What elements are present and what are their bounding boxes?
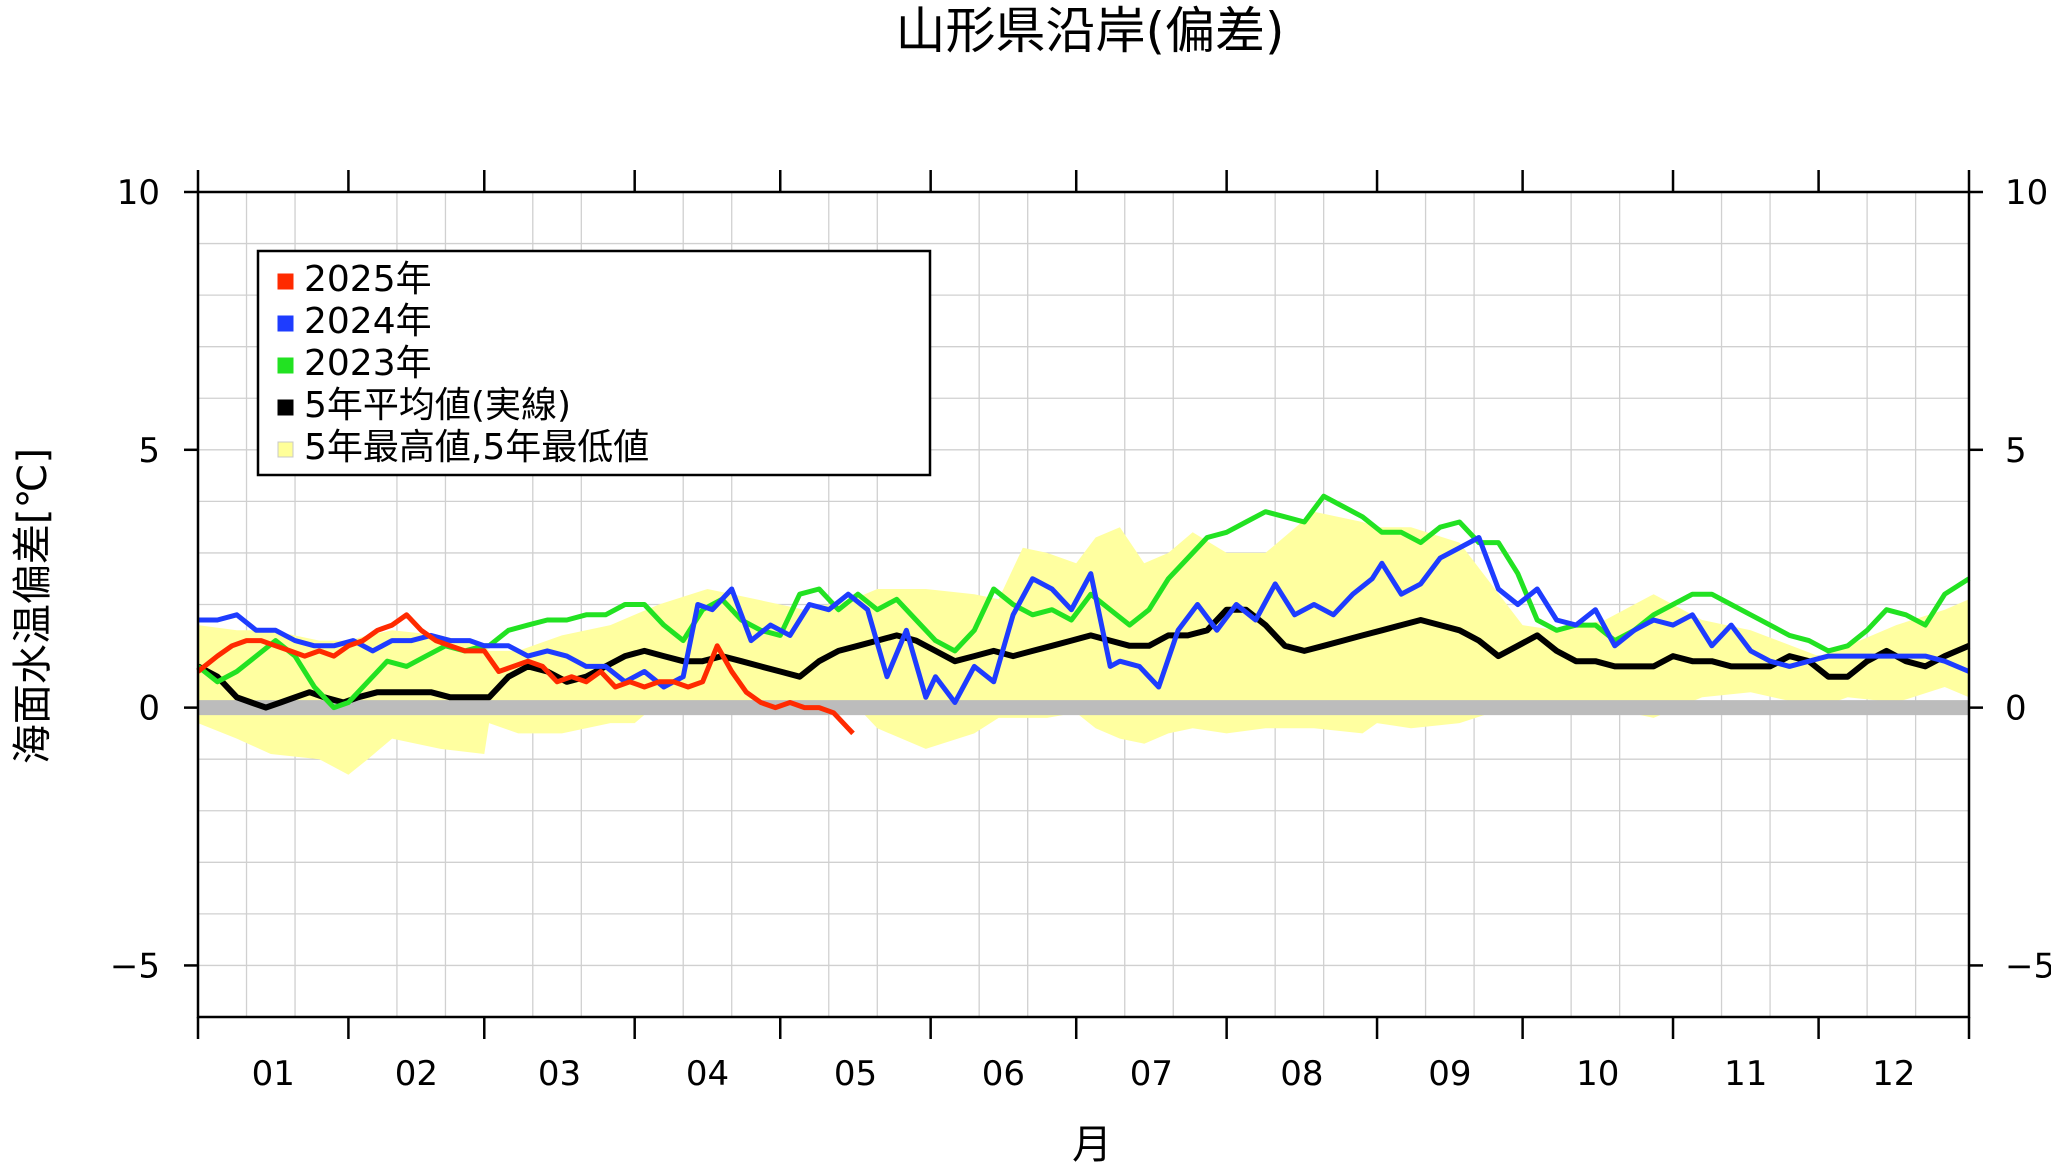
x-tick-label: 08 xyxy=(1280,1054,1323,1094)
y-tick-label-right: 0 xyxy=(2005,689,2027,729)
y-tick-label-right: −5 xyxy=(2005,946,2051,986)
legend-swatch xyxy=(277,357,294,374)
x-tick-label: 11 xyxy=(1724,1054,1767,1094)
x-tick-label: 04 xyxy=(686,1054,729,1094)
y-axis-label: 海面水温偏差[℃] xyxy=(10,448,56,764)
x-tick-label: 06 xyxy=(982,1054,1025,1094)
x-tick-label: 09 xyxy=(1428,1054,1471,1094)
chart-title: 山形県沿岸(偏差) xyxy=(895,2,1284,60)
x-tick-label: 03 xyxy=(538,1054,581,1094)
x-tick-label: 02 xyxy=(395,1054,438,1094)
legend-label: 5年最高値,5年最低値 xyxy=(304,427,649,468)
x-tick-label: 01 xyxy=(252,1054,295,1094)
x-tick-label: 10 xyxy=(1576,1054,1619,1094)
legend-label: 5年平均値(実線) xyxy=(304,385,571,426)
y-tick-label-right: 5 xyxy=(2005,431,2027,471)
legend-swatch xyxy=(277,315,294,332)
legend-label: 2024年 xyxy=(304,301,432,342)
legend-swatch xyxy=(277,399,294,416)
y-tick-label-left: 10 xyxy=(117,173,160,213)
legend-label: 2023年 xyxy=(304,343,432,384)
legend-swatch xyxy=(277,273,294,290)
y-tick-label-right: 10 xyxy=(2005,173,2048,213)
y-tick-label-left: 5 xyxy=(138,431,160,471)
legend-swatch xyxy=(277,441,294,458)
x-tick-label: 12 xyxy=(1872,1054,1915,1094)
y-tick-label-left: −5 xyxy=(110,946,160,986)
plot-frame xyxy=(196,190,1971,1019)
band-5yr-max-min xyxy=(198,511,1969,775)
series-line-2024年 xyxy=(198,535,1970,705)
legend-box xyxy=(256,249,932,477)
series-line-2025年 xyxy=(196,612,855,736)
x-tick-label: 05 xyxy=(834,1054,877,1094)
y-tick-label-left: 0 xyxy=(138,689,160,729)
x-tick-label: 07 xyxy=(1130,1054,1173,1094)
series-line-5年平均値(実線) xyxy=(196,606,1971,711)
legend-label: 2025年 xyxy=(304,259,432,300)
x-axis-label: 月 xyxy=(1072,1122,1112,1166)
